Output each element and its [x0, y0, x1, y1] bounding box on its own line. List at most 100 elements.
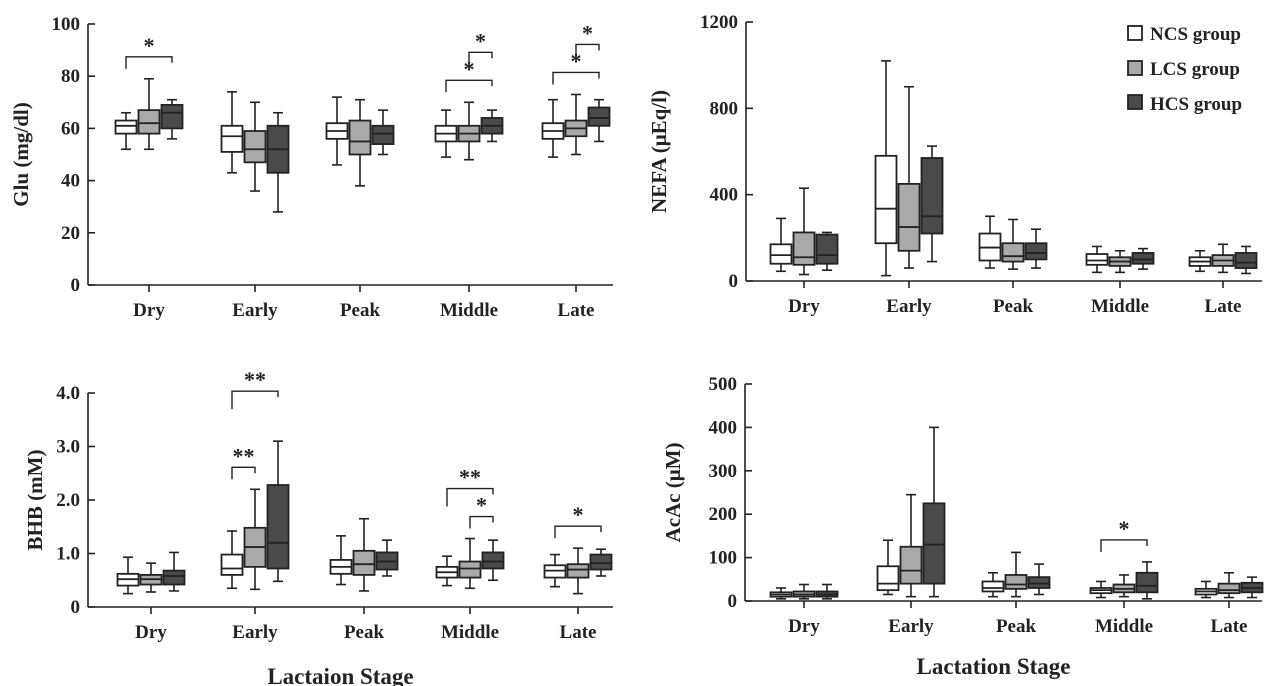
panel2-hcs-box — [1024, 242, 1048, 261]
panel4-significance-bracket — [1100, 539, 1148, 552]
panel1-hcs-box — [371, 124, 395, 145]
panel3-hcs-box — [162, 569, 186, 586]
panel3-y-tick-label: 3.0 — [56, 437, 80, 458]
panel1-significance-bracket — [575, 43, 600, 63]
panel1-significance-bracket — [445, 79, 493, 93]
panel4-ncs-box — [876, 565, 900, 592]
panel2-y-tick-label: 400 — [710, 185, 739, 206]
panel4-x-tick-label: Late — [1211, 616, 1248, 637]
panel3-lcs-box — [566, 563, 590, 579]
panel4-y-axis-label: AcAc (μM) — [661, 443, 685, 543]
panel3-x-tick-label: Dry — [135, 622, 167, 643]
panel1-ncs-box — [220, 124, 244, 153]
panel4-x-axis-label: Lactation Stage — [917, 654, 1071, 679]
panel3-significance-label: ** — [459, 465, 481, 490]
panel1-ncs-box — [114, 119, 138, 135]
panel1-y-tick-label: 20 — [61, 223, 80, 244]
panel3-y-tick-label: 2.0 — [56, 490, 80, 511]
panel2-lcs-box — [897, 182, 921, 252]
panel1-y-tick-label: 100 — [52, 14, 81, 35]
panel1-significance-label: * — [582, 20, 593, 45]
panel1-significance-label: * — [144, 33, 155, 58]
panel2-lcs-box — [1001, 242, 1025, 263]
panel1-lcs-box — [348, 119, 372, 156]
panel2-x-tick-label: Middle — [1091, 296, 1149, 317]
legend-swatch-hcs — [1127, 94, 1143, 110]
panel2-y-tick-label: 0 — [729, 271, 739, 292]
panel4-x-tick-label: Early — [888, 616, 934, 637]
panel3-hcs-box — [589, 553, 613, 571]
panel1-hcs-box — [160, 104, 184, 130]
panel2-hcs-box — [1234, 252, 1258, 269]
legend-label-hcs: HCS group — [1150, 94, 1242, 115]
panel4-y-tick-label: 200 — [709, 504, 738, 525]
panel1-y-axis-label: Glu (mg/dl) — [9, 102, 33, 206]
panel2-y-axis-label: NEFA (μEq/l) — [647, 90, 671, 213]
panel4-ncs-box — [981, 580, 1005, 593]
panel3-significance-bracket — [469, 515, 494, 529]
panel1-hcs-box — [587, 106, 611, 127]
panel2-y-tick-label: 1200 — [700, 12, 738, 33]
panel3-hcs-box — [481, 551, 505, 570]
legend-label-lcs: LCS group — [1150, 59, 1240, 80]
panel1-y-tick-label: 0 — [71, 275, 81, 296]
panel3-y-tick-label: 0 — [71, 597, 81, 618]
panel1-lcs-box — [137, 109, 161, 135]
panel1-x-tick-label: Middle — [440, 300, 498, 321]
panel4-x-tick-label: Dry — [788, 616, 820, 637]
panel4-lcs-box — [899, 545, 923, 585]
panel2-x-tick-label: Peak — [993, 296, 1034, 317]
panel3-y-axis-label: BHB (mM) — [23, 450, 47, 551]
panel4-hcs-box — [922, 502, 946, 585]
panel3-significance-bracket — [231, 466, 256, 480]
panel4-y-tick-label: 300 — [709, 461, 738, 482]
panel3-x-tick-label: Early — [232, 622, 278, 643]
panel3-ncs-box — [220, 553, 244, 576]
panel2-x-tick-label: Dry — [788, 296, 820, 317]
panel3-significance-label: ** — [244, 367, 266, 392]
panel4-hcs-box — [1135, 571, 1159, 594]
panel3-significance-bracket — [446, 487, 494, 507]
panel3-y-tick-label: 1.0 — [56, 544, 80, 565]
panel3-significance-bracket — [231, 390, 279, 410]
panel1-x-tick-label: Peak — [340, 300, 381, 321]
panel2-x-tick-label: Early — [886, 296, 932, 317]
panel3-significance-label: ** — [233, 443, 255, 468]
panel1-lcs-box — [243, 130, 267, 164]
panel3-x-tick-label: Peak — [344, 622, 385, 643]
panel3-x-tick-label: Middle — [441, 622, 499, 643]
panel2-hcs-box — [815, 233, 839, 265]
panel3-significance-label: * — [573, 502, 584, 527]
legend: NCS group LCS group HCS group — [1127, 24, 1242, 115]
panel2-y-tick-label: 800 — [710, 98, 739, 119]
panel1-y-tick-label: 80 — [61, 66, 80, 87]
panel3-significance-label: * — [476, 493, 487, 518]
panel4-lcs-box — [1217, 582, 1241, 595]
panel1-significance-bracket — [125, 56, 173, 69]
panel1-significance-bracket — [552, 71, 600, 85]
panel1-significance-label: * — [475, 28, 486, 53]
panel2-ncs-box — [769, 243, 793, 265]
panel4-significance-label: * — [1119, 516, 1130, 541]
panel4-lcs-box — [1004, 574, 1028, 590]
panel3-significance-bracket — [554, 525, 602, 539]
panel4-y-tick-label: 500 — [709, 374, 738, 395]
panel1-x-tick-label: Early — [232, 300, 278, 321]
panel2-ncs-box — [1085, 253, 1109, 266]
panel3-lcs-box — [352, 549, 376, 576]
panel4-y-tick-label: 100 — [709, 548, 738, 569]
panel4-y-tick-label: 400 — [709, 417, 738, 438]
panel3-x-axis-label: Lactaion Stage — [267, 664, 413, 686]
panel1-x-tick-label: Late — [558, 300, 595, 321]
panel2-hcs-box — [1131, 252, 1155, 265]
panel1-y-tick-label: 60 — [61, 118, 80, 139]
panel2-ncs-box — [874, 154, 898, 245]
panel4-y-tick-label: 0 — [728, 591, 738, 612]
panel3-hcs-box — [266, 484, 290, 570]
panel4-x-tick-label: Peak — [996, 616, 1037, 637]
panel4-x-tick-label: Middle — [1095, 616, 1153, 637]
legend-swatch-lcs — [1127, 60, 1143, 76]
panel1-y-tick-label: 40 — [61, 171, 80, 192]
legend-label-ncs: NCS group — [1150, 24, 1241, 45]
